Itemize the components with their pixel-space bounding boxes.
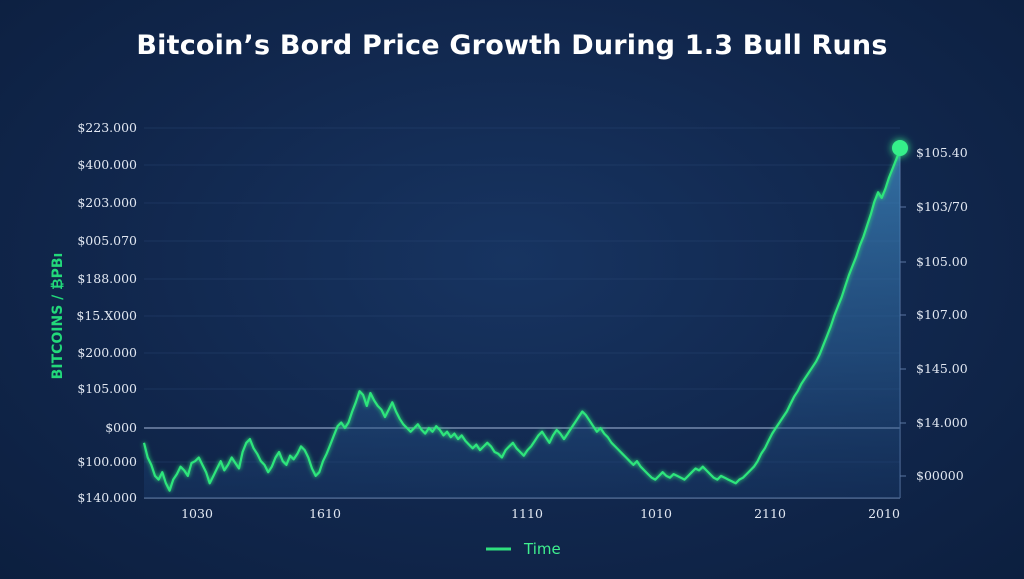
series-line xyxy=(142,149,902,492)
series-area xyxy=(144,150,900,498)
y-tick-label-right: $145.00 xyxy=(916,361,968,376)
y-tick-label-right: $103/70 xyxy=(916,199,968,214)
x-tick-label: 2010 xyxy=(868,506,900,521)
y-tick-label-right: $105.40 xyxy=(916,145,968,160)
y-tick-label-right: $105.00 xyxy=(916,254,968,269)
y-tick-label-left: $140.000 xyxy=(77,490,137,505)
x-tick-label: 2110 xyxy=(754,506,786,521)
y-tick-label-right: $14.000 xyxy=(916,415,968,430)
y-tick-label-left: $203.000 xyxy=(77,195,137,210)
y-axis-right-ticks: $105.40 $103/70 $105.00 $107.00 $145.00 $14.0… xyxy=(916,145,968,483)
series-end-marker xyxy=(892,140,908,156)
area-layer xyxy=(144,150,900,498)
chart-title: Bitcoin’s Bord Price Growth During 1.3 B… xyxy=(136,30,888,61)
legend: Time xyxy=(486,540,561,558)
y-tick-label-right: $107.00 xyxy=(916,307,968,322)
x-tick-label: 1030 xyxy=(181,506,213,521)
x-axis-ticks: 1030 1610 1110 1010 2110 2010 xyxy=(181,506,900,521)
y-tick-label-left: $000 xyxy=(105,420,137,435)
x-tick-label: 1610 xyxy=(309,506,341,521)
y-tick-label-left: $105.000 xyxy=(77,381,137,396)
y-tick-label-left: $400.000 xyxy=(77,157,137,172)
y-tick-label-left: $223.000 xyxy=(77,120,137,135)
y-axis-left-ticks: $223.000 $400.000 $203.000 $005.070 $188.000… xyxy=(76,120,137,505)
y-tick-label-left: $188.000 xyxy=(77,271,137,286)
y-tick-label-right: $00000 xyxy=(916,468,964,483)
y-tick-label-left: $005.070 xyxy=(77,233,137,248)
x-tick-label: 1010 xyxy=(640,506,672,521)
legend-label: Time xyxy=(523,540,561,558)
y-tick-label-left: $200.000 xyxy=(77,345,137,360)
y-tick-label-left: $100.000 xyxy=(77,454,137,469)
y-axis-title: BITCOINS / ₿PBı xyxy=(50,253,66,380)
line-layer xyxy=(142,140,908,492)
y-tick-label-left: $15.X000 xyxy=(76,308,137,323)
x-tick-label: 1110 xyxy=(511,506,543,521)
